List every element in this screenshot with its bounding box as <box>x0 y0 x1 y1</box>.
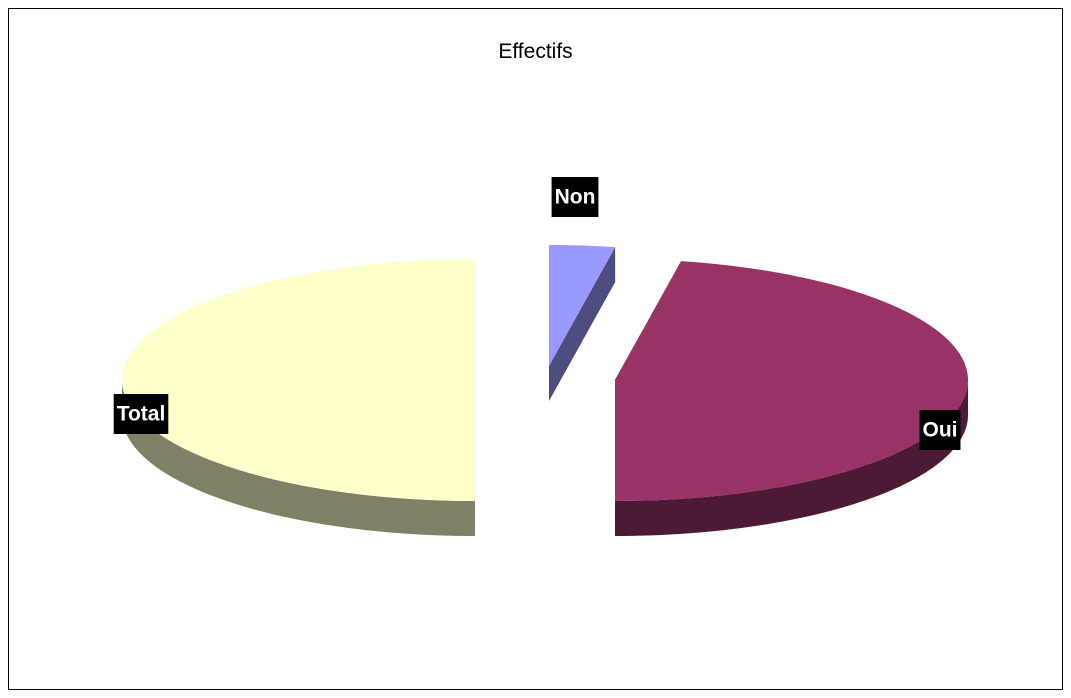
pie-tops <box>122 245 969 501</box>
slice-label-non: Non <box>555 186 596 209</box>
slice-label-bg-non <box>551 177 599 217</box>
slice-label-bg-total <box>113 394 169 434</box>
chart-title: Effectifs <box>498 40 573 63</box>
slice-total <box>122 259 475 501</box>
slice-label-oui: Oui <box>923 419 958 442</box>
slice-cut-non-1 <box>549 247 616 401</box>
slice-non <box>549 245 616 366</box>
slice-side-oui <box>615 380 968 536</box>
slice-label-bg-oui <box>919 410 961 450</box>
slice-oui <box>615 261 969 501</box>
slice-label-total: Total <box>117 403 166 426</box>
slice-side-total <box>122 380 475 536</box>
pie-labels: Non Oui Total <box>113 177 961 450</box>
